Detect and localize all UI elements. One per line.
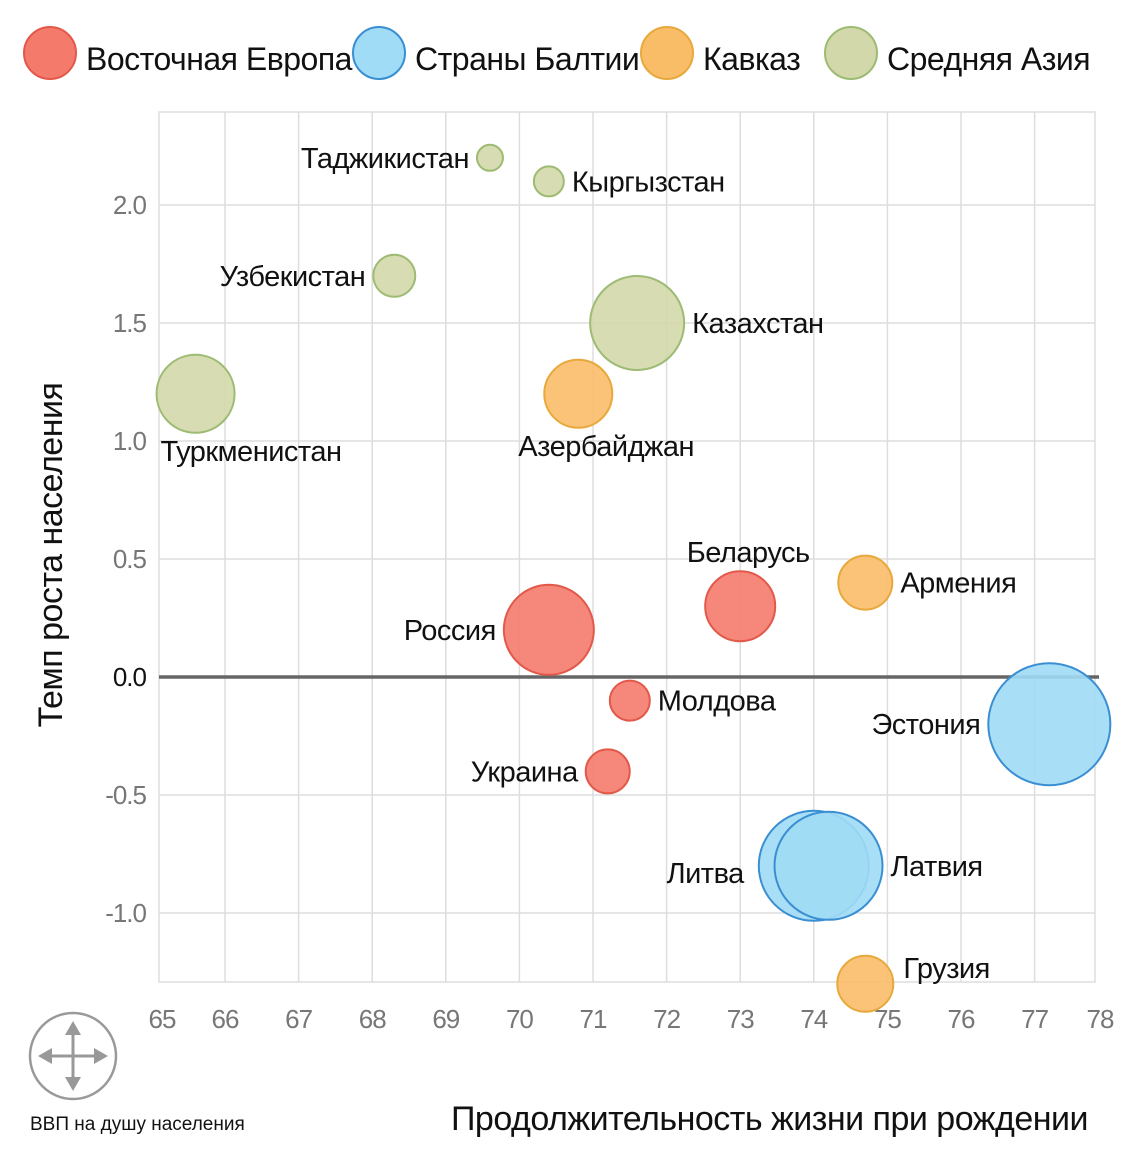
y-tick-label: 2.0	[113, 190, 147, 220]
size-legend-label: ВВП на душу населения	[30, 1114, 245, 1135]
point-label: Россия	[404, 615, 496, 647]
point-label: Латвия	[891, 851, 983, 883]
legend-swatch	[640, 26, 694, 80]
legend-item: Средняя Азия	[824, 26, 1091, 80]
bubble	[475, 143, 504, 172]
x-tick-label: 68	[359, 1004, 386, 1034]
point-label: Эстония	[871, 709, 980, 741]
legend-label: Средняя Азия	[887, 41, 1090, 77]
legend-item: Восточная Европа	[23, 26, 353, 80]
legend-swatch	[352, 26, 406, 80]
legend-label: Кавказ	[703, 41, 800, 77]
size-legend-icon[interactable]	[28, 1011, 118, 1101]
bubble	[704, 570, 777, 643]
bubbles	[155, 143, 1112, 1013]
legend-swatch	[824, 26, 878, 80]
x-tick-label: 71	[580, 1004, 607, 1034]
x-tick-label: 73	[727, 1004, 754, 1034]
bubble	[543, 358, 614, 429]
point-label: Украина	[471, 756, 579, 788]
point-label: Литва	[667, 858, 746, 890]
bubble	[773, 810, 884, 921]
y-tick-label: 0.0	[113, 662, 147, 692]
bubble	[584, 748, 631, 795]
point-label: Грузия	[903, 953, 990, 985]
legend-label: Страны Балтии	[415, 41, 639, 77]
y-tick-label: 0.5	[113, 544, 147, 574]
y-tick-label: -1.0	[105, 898, 146, 928]
x-tick-label: 74	[800, 1004, 827, 1034]
bubble	[155, 353, 236, 434]
x-axis-title: Продолжительность жизни при рождении	[451, 1100, 1088, 1138]
bubble	[987, 662, 1112, 787]
x-tick-label: 72	[653, 1004, 680, 1034]
plot-frame	[158, 111, 1096, 983]
legend-item: Страны Балтии	[352, 26, 640, 80]
x-tick-label: 67	[285, 1004, 312, 1034]
bubble	[532, 165, 565, 198]
x-tick-label: 76	[948, 1004, 975, 1034]
bubble	[502, 583, 595, 676]
y-axis-title: Темп роста населения	[32, 383, 70, 728]
bubble	[372, 253, 417, 298]
point-label: Казахстан	[692, 308, 823, 340]
x-tick-label: 69	[432, 1004, 459, 1034]
x-tick-label: 70	[506, 1004, 533, 1034]
point-label: Узбекистан	[220, 261, 366, 293]
x-tick-label: 78	[1087, 1004, 1114, 1034]
x-tick-label: 65	[149, 1004, 176, 1034]
y-tick-label: 1.0	[113, 426, 147, 456]
legend: Восточная Европа Страны Балтии Кавказ Средн…	[23, 26, 1091, 80]
point-label: Молдова	[658, 686, 777, 718]
legend-label: Восточная Европа	[86, 41, 353, 77]
legend-swatch	[23, 26, 77, 80]
x-tick-label: 66	[212, 1004, 239, 1034]
point-label: Армения	[900, 568, 1016, 600]
y-tick-label: 1.5	[113, 308, 147, 338]
legend-item: Кавказ	[640, 26, 801, 80]
bubble	[608, 679, 651, 722]
y-tick-label: -0.5	[105, 780, 146, 810]
point-label: Азербайджан	[518, 431, 694, 463]
bubble	[589, 275, 686, 371]
point-label: Кыргызстан	[572, 166, 725, 198]
x-tick-label: 77	[1021, 1004, 1048, 1034]
point-label: Таджикистан	[301, 143, 469, 175]
point-label: Туркменистан	[161, 436, 342, 468]
point-labels: Таджикистан Кыргызстан Узбекистан Казахстан…	[161, 143, 1017, 985]
point-label: Беларусь	[687, 537, 810, 569]
bubble	[837, 554, 894, 611]
bubble	[836, 954, 895, 1013]
